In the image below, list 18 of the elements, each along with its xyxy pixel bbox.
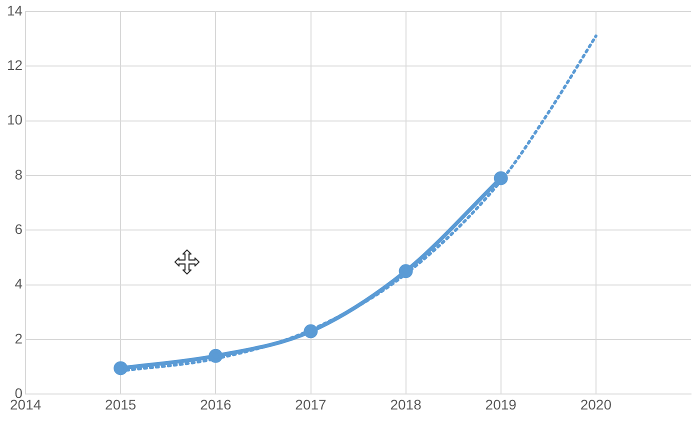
point xyxy=(494,171,508,186)
point xyxy=(304,324,318,338)
x-tick-label: 2019 xyxy=(485,396,517,412)
point xyxy=(114,361,128,376)
x-tick-label: 2016 xyxy=(200,396,232,412)
point xyxy=(398,264,413,278)
x-tick-label: 2018 xyxy=(390,396,422,412)
y-tick-label: 10 xyxy=(6,112,23,128)
x-tick-label: 2015 xyxy=(105,396,136,412)
y-tick-label: 8 xyxy=(14,166,23,182)
y-tick-label: 6 xyxy=(14,221,23,237)
x-tick-label: 2020 xyxy=(580,396,612,412)
point xyxy=(208,348,223,363)
y-tick-label: 2 xyxy=(14,330,23,346)
y-tick-label: 14 xyxy=(6,2,23,18)
x-tick-label: 2017 xyxy=(295,396,327,412)
y-tick-label: 4 xyxy=(14,276,23,292)
y-tick-label: 12 xyxy=(6,56,23,73)
